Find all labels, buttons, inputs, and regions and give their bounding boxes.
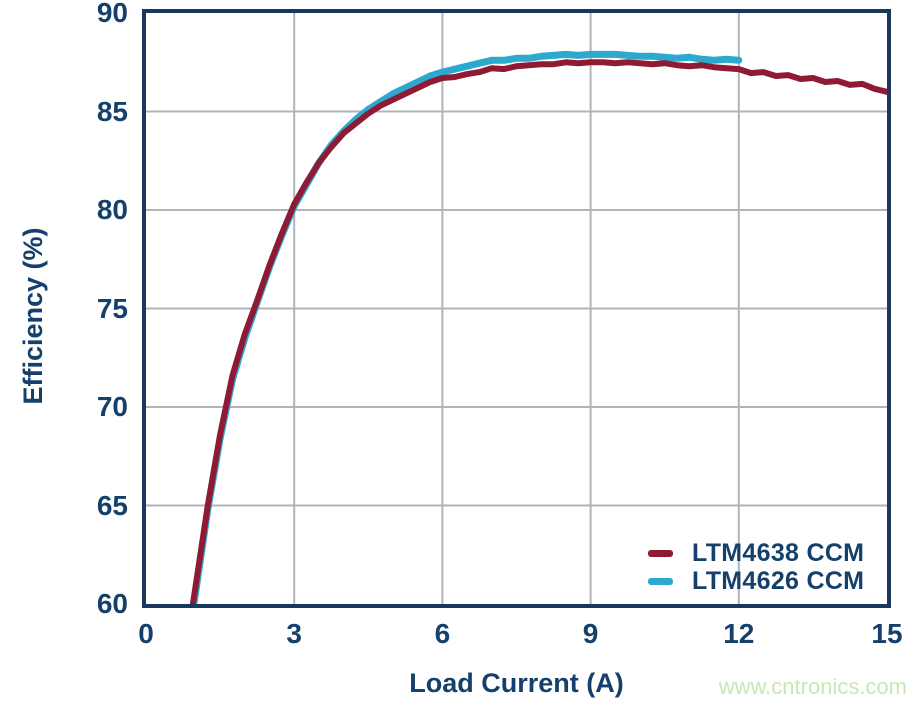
x-tick-label: 9 <box>582 618 599 649</box>
legend-label-ltm4626: LTM4626 CCM <box>692 566 865 595</box>
y-tick-label: 75 <box>96 292 128 324</box>
legend-item-ltm4638: LTM4638 CCM <box>648 539 864 567</box>
y-tick-label: 60 <box>96 588 128 619</box>
x-tick-label: 12 <box>723 618 755 649</box>
x-tick-label: 0 <box>138 618 154 649</box>
y-tick-label: 85 <box>96 95 128 127</box>
legend-swatch-ltm4626-icon <box>648 577 673 585</box>
legend-item-ltm4626: LTM4626 CCM <box>648 567 864 595</box>
x-tick-label: 15 <box>871 618 903 649</box>
y-tick-label: 80 <box>96 194 128 225</box>
chart-legend: LTM4638 CCM LTM4626 CCM <box>648 539 864 595</box>
y-tick-label: 90 <box>96 0 128 28</box>
watermark: www.cntronics.com <box>718 674 907 699</box>
y-tick-label: 70 <box>96 391 128 422</box>
legend-swatch-ltm4638-icon <box>648 549 673 557</box>
x-tick-label: 3 <box>286 618 302 649</box>
chart-plot-svg <box>146 13 887 604</box>
legend-label-ltm4638: LTM4638 CCM <box>692 538 865 567</box>
y-tick-label: 65 <box>96 489 128 521</box>
x-tick-label: 6 <box>434 618 451 649</box>
plot-area: LTM4638 CCM LTM4626 CCM <box>142 9 891 608</box>
x-axis-title: Load Current (A) <box>409 668 624 698</box>
